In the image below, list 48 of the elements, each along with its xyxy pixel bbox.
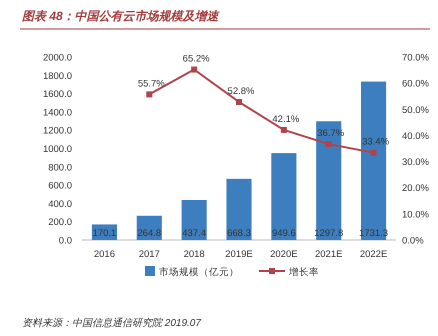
text: 资料来源：中国信息通信研究院 2019.07 <box>22 317 202 329</box>
y-tick-label: 0.0 <box>58 236 72 246</box>
y-tick-label: 600.0 <box>48 180 72 192</box>
y2-tick-label: 40.0% <box>402 130 430 142</box>
y2-tick-label: 30.0% <box>402 157 430 168</box>
y-tick-label: 2000.0 <box>42 52 72 64</box>
x-tick-label: 2020E <box>270 249 298 260</box>
point <box>370 150 377 156</box>
y2-tick-label: 20.0% <box>402 183 430 194</box>
y-tick-label: 800.0 <box>48 162 72 174</box>
point <box>146 91 152 98</box>
y-tick-label: 1200.0 <box>42 126 72 137</box>
y-tick-label: 1600.0 <box>42 89 72 100</box>
data-label: 264.8 <box>137 228 162 239</box>
bar <box>182 200 207 240</box>
data-label: 65.2% <box>182 54 210 65</box>
y2-tick-label: 60.0% <box>402 78 430 90</box>
point <box>326 141 332 148</box>
data-label: 437.4 <box>182 228 206 239</box>
x-tick-label: 2016 <box>94 249 115 260</box>
data-label: 668.3 <box>227 228 251 239</box>
data-label: 55.7% <box>138 78 166 90</box>
y-tick-label: 1800.0 <box>42 70 72 82</box>
x-tick-label: 2017 <box>138 249 160 260</box>
x-tick-label: 2022E <box>360 249 388 260</box>
chart-title: 图表 48：中国公有云市场规模及增速 <box>22 9 221 23</box>
x-tick-label: 2018 <box>184 249 205 260</box>
y2-tick-label: 70.0% <box>402 52 430 64</box>
y2-tick-label: 10.0% <box>402 209 430 220</box>
data-label: 949.6 <box>272 228 296 239</box>
x-tick-label: 2019E <box>225 249 253 260</box>
point <box>191 66 198 73</box>
point <box>280 126 287 133</box>
point <box>236 98 242 105</box>
y-tick-label: 1400.0 <box>42 107 72 118</box>
y-tick-label: 200.0 <box>48 217 72 228</box>
y-tick-label: 400.0 <box>48 198 72 210</box>
x-tick-label: 2021E <box>314 249 342 260</box>
bar <box>226 178 252 240</box>
data-label: 42.1% <box>272 114 300 125</box>
legend-label: 增长率 <box>288 266 319 278</box>
legend-label: 市场规模（亿元） <box>159 266 239 278</box>
bar <box>271 153 296 240</box>
y2-tick-label: 0.0% <box>402 236 424 246</box>
y2-tick-label: 50.0% <box>402 104 430 116</box>
data-label: 170.1 <box>92 228 116 239</box>
y-tick-label: 1000.0 <box>42 144 72 155</box>
data-label: 52.8% <box>228 86 256 97</box>
